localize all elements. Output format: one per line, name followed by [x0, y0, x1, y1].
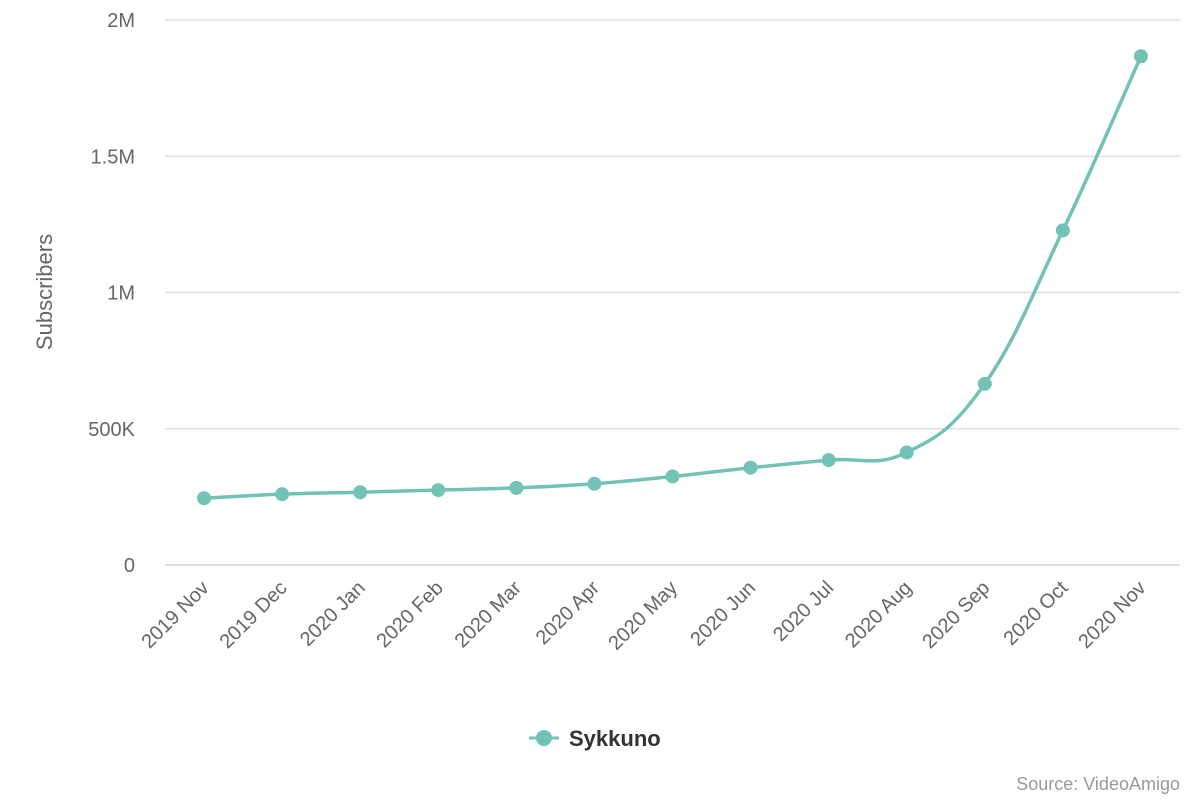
data-point[interactable]: [899, 445, 914, 460]
legend-label-sykkuno[interactable]: Sykkuno: [569, 726, 661, 751]
data-point[interactable]: [1133, 49, 1148, 64]
data-point[interactable]: [353, 485, 368, 500]
x-tick-label: 2020 Apr: [532, 577, 604, 649]
data-point[interactable]: [1055, 223, 1070, 238]
x-tick-label: 2020 Nov: [1074, 577, 1150, 653]
y-axis-title: Subscribers: [32, 234, 57, 350]
data-point[interactable]: [431, 483, 446, 498]
y-axis-ticks: 0 500K 1M 1.5M 2M: [88, 10, 135, 577]
x-tick-label: 2020 May: [604, 577, 682, 655]
y-tick-label: 2M: [107, 10, 135, 32]
x-tick-label: 2020 Aug: [841, 577, 916, 652]
series-line: [202, 54, 1143, 500]
y-tick-label: 1.5M: [91, 146, 135, 168]
data-point[interactable]: [821, 453, 836, 468]
x-tick-label: 2020 Feb: [372, 577, 447, 652]
data-point[interactable]: [743, 460, 758, 475]
x-tick-label: 2019 Dec: [216, 577, 292, 653]
x-tick-label: 2020 Jun: [686, 577, 760, 651]
data-point[interactable]: [197, 491, 212, 506]
data-point[interactable]: [665, 469, 680, 484]
series-sykkuno[interactable]: [197, 49, 1148, 506]
x-tick-label: 2020 Oct: [999, 577, 1072, 650]
x-tick-label: 2019 Nov: [137, 577, 213, 653]
grid-lines: [165, 19, 1180, 566]
x-axis-ticks: 2019 Nov 2019 Dec 2020 Jan 2020 Feb 2020 Mar…: [137, 577, 1150, 655]
data-point[interactable]: [509, 480, 524, 495]
legend-marker: [536, 730, 552, 746]
x-tick-label: 2020 Sep: [918, 577, 994, 653]
y-tick-label: 500K: [88, 419, 135, 441]
y-tick-label: 0: [124, 555, 135, 577]
source-credit[interactable]: Source: VideoAmigo: [1016, 774, 1180, 794]
x-tick-label: 2020 Jul: [769, 577, 838, 646]
x-tick-label: 2020 Mar: [451, 577, 527, 653]
data-point[interactable]: [275, 487, 290, 502]
x-tick-label: 2020 Jan: [296, 577, 370, 651]
y-tick-label: 1M: [107, 283, 135, 305]
data-point[interactable]: [587, 476, 602, 491]
data-point[interactable]: [977, 376, 992, 391]
legend[interactable]: Sykkuno: [529, 726, 661, 751]
